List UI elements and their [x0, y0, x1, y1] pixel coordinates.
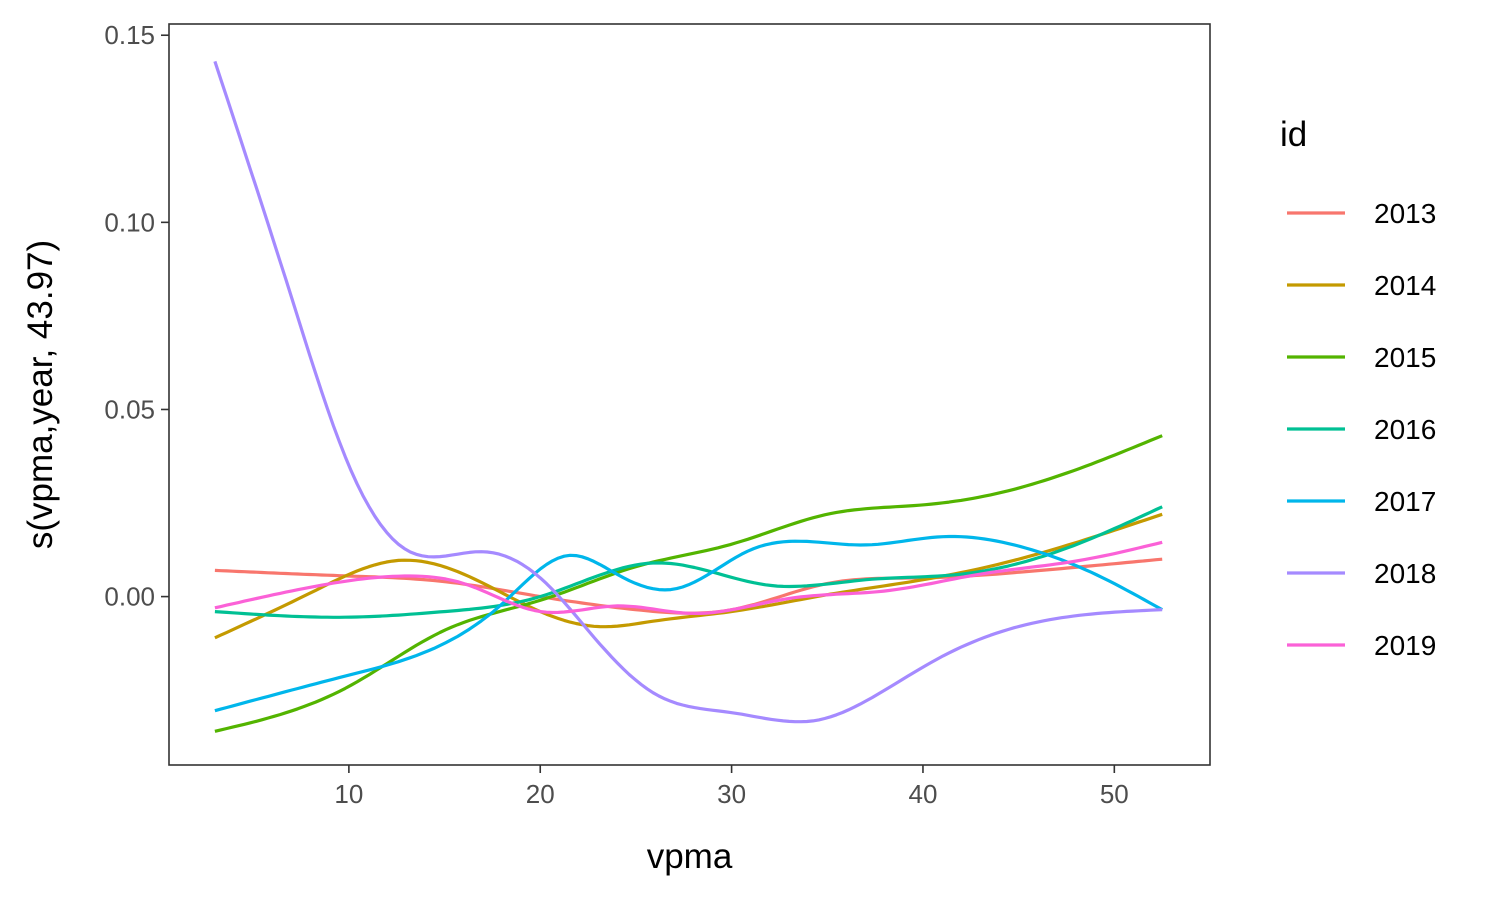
- y-tick-label: 0.00: [104, 582, 155, 612]
- series-line-2016: [214, 505, 1163, 619]
- y-tick-label: 0.05: [104, 394, 155, 424]
- series-line-2018: [213, 60, 1163, 724]
- axes: 10 20 30 40 50 0.00 0.05 0.10 0.15: [104, 20, 1211, 809]
- legend: id 2013 2014 2015 2016 2017 2018 2019: [1280, 115, 1436, 661]
- x-tick-label: 20: [526, 779, 555, 809]
- x-axis-title: vpma: [647, 837, 733, 876]
- panel-border: [168, 23, 1211, 766]
- legend-title: id: [1280, 115, 1307, 154]
- legend-label-2013: 2013: [1374, 198, 1436, 229]
- series-line-2014: [214, 512, 1163, 640]
- legend-label-2015: 2015: [1374, 342, 1436, 373]
- plot-area: [213, 60, 1163, 733]
- y-tick-label: 0.10: [104, 207, 155, 237]
- series-line-2015: [214, 434, 1163, 733]
- legend-label-2018: 2018: [1374, 558, 1436, 589]
- x-tick-label: 10: [334, 779, 363, 809]
- legend-label-2016: 2016: [1374, 414, 1436, 445]
- x-tick-label: 50: [1100, 779, 1129, 809]
- series-line-2019: [214, 540, 1163, 615]
- x-tick-label: 40: [908, 779, 937, 809]
- legend-label-2019: 2019: [1374, 630, 1436, 661]
- legend-label-2017: 2017: [1374, 486, 1436, 517]
- y-tick-label: 0.15: [104, 20, 155, 50]
- y-axis-title: s(vpma,year, 43.97): [21, 240, 60, 549]
- legend-label-2014: 2014: [1374, 270, 1436, 301]
- series-line-2017: [214, 534, 1163, 713]
- x-tick-label: 30: [717, 779, 746, 809]
